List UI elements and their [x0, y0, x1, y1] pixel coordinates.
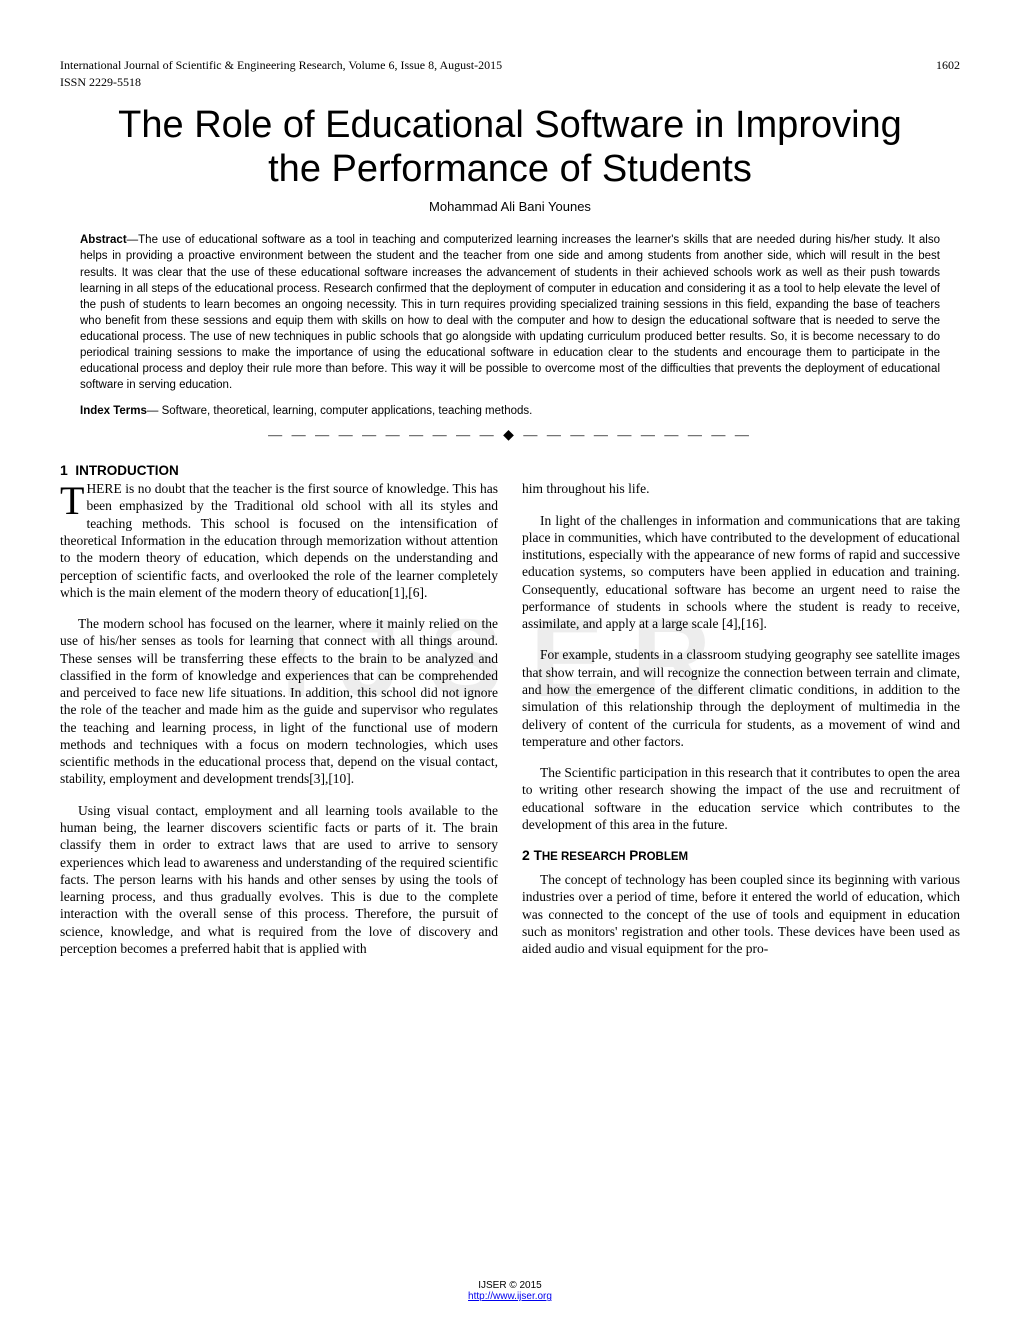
index-terms-text: — Software, theoretical, learning, compu…: [147, 405, 532, 417]
paragraph: The Scientific participation in this res…: [522, 764, 960, 833]
section-1-heading: 1 INTRODUCTION: [60, 462, 498, 480]
paragraph: him throughout his life.: [522, 480, 960, 497]
abstract-text: —The use of educational software as a to…: [80, 234, 940, 391]
footer-link[interactable]: http://www.ijser.org: [468, 1291, 552, 1302]
page-footer: IJSER © 2015 http://www.ijser.org: [0, 1280, 1020, 1302]
section-2-num: 2: [522, 847, 530, 863]
issn: ISSN 2229-5518: [60, 75, 502, 90]
index-terms-block: Index Terms— Software, theoretical, lear…: [80, 405, 940, 417]
paragraph-text: HERE is no doubt that the teacher is the…: [60, 481, 498, 600]
section-1-title: INTRODUCTION: [75, 463, 179, 478]
paragraph: In light of the challenges in informatio…: [522, 512, 960, 633]
dropcap: T: [60, 480, 86, 518]
section-divider: — — — — — — — — — — ◆ — — — — — — — — — …: [60, 427, 960, 444]
body-columns: 1 INTRODUCTION THERE is no doubt that th…: [60, 462, 960, 971]
author-name: Mohammad Ali Bani Younes: [60, 199, 960, 214]
paragraph: For example, students in a classroom stu…: [522, 646, 960, 750]
abstract-block: Abstract—The use of educational software…: [80, 232, 940, 393]
journal-info: International Journal of Scientific & En…: [60, 58, 502, 73]
section-2-title-p3: P: [626, 848, 639, 863]
section-2-title-p2: HE RESEARCH: [542, 851, 626, 863]
section-1-num: 1: [60, 462, 68, 478]
section-2-heading: 2 THE RESEARCH PROBLEM: [522, 847, 960, 865]
paragraph: Using visual contact, employment and all…: [60, 802, 498, 957]
section-2-title-p1: T: [534, 848, 542, 863]
paragraph: The modern school has focused on the lea…: [60, 615, 498, 788]
paper-title: The Role of Educational Software in Impr…: [95, 104, 925, 191]
section-2-title-p4: ROBLEM: [638, 851, 688, 863]
abstract-label: Abstract: [80, 234, 127, 246]
page-number: 1602: [936, 58, 960, 90]
index-terms-label: Index Terms: [80, 405, 147, 417]
left-column: 1 INTRODUCTION THERE is no doubt that th…: [60, 462, 498, 971]
paragraph: The concept of technology has been coupl…: [522, 871, 960, 957]
right-column: him throughout his life. In light of the…: [522, 462, 960, 971]
paragraph: THERE is no doubt that the teacher is th…: [60, 480, 498, 601]
footer-copyright: IJSER © 2015: [0, 1280, 1020, 1291]
page-header: International Journal of Scientific & En…: [60, 58, 960, 90]
